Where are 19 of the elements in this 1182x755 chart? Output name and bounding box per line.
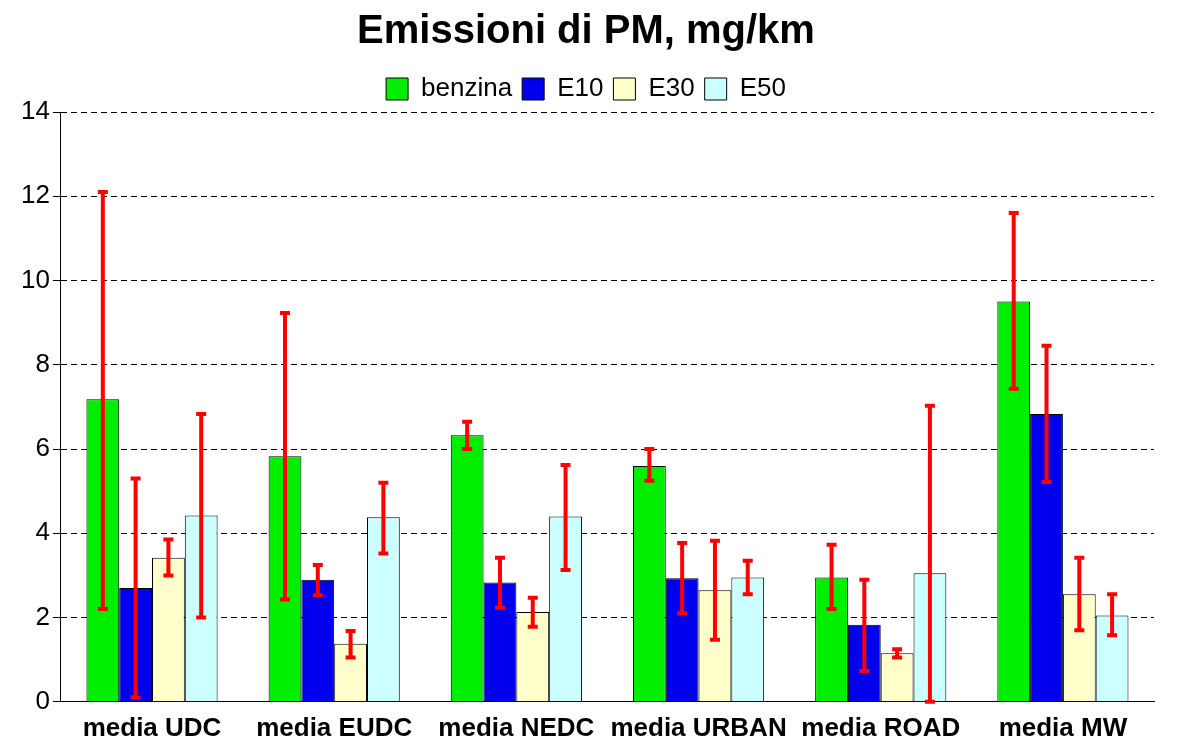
x-tick-label: media URBAN	[610, 711, 787, 742]
legend-label: E50	[739, 72, 786, 103]
y-tick-label: 2	[35, 600, 50, 631]
legend-label: E30	[648, 72, 695, 103]
y-tick-label: 14	[21, 95, 50, 126]
y-tick-label: 8	[35, 347, 50, 378]
chart-title: Emissioni di PM, mg/km	[357, 7, 815, 52]
legend-label: benzina	[421, 72, 513, 103]
y-tick-label: 12	[21, 179, 50, 210]
y-tick-label: 10	[21, 263, 50, 294]
x-tick-label: media MW	[998, 711, 1128, 742]
x-tick-label: media ROAD	[801, 711, 961, 742]
x-tick-label: media UDC	[82, 711, 222, 742]
x-tick-label: media EUDC	[256, 711, 413, 742]
y-tick-label: 4	[35, 516, 50, 547]
y-tick-label: 6	[35, 432, 50, 463]
x-tick-label: media NEDC	[438, 711, 595, 742]
legend-label: E10	[557, 72, 604, 103]
y-tick-label: 0	[35, 684, 50, 715]
